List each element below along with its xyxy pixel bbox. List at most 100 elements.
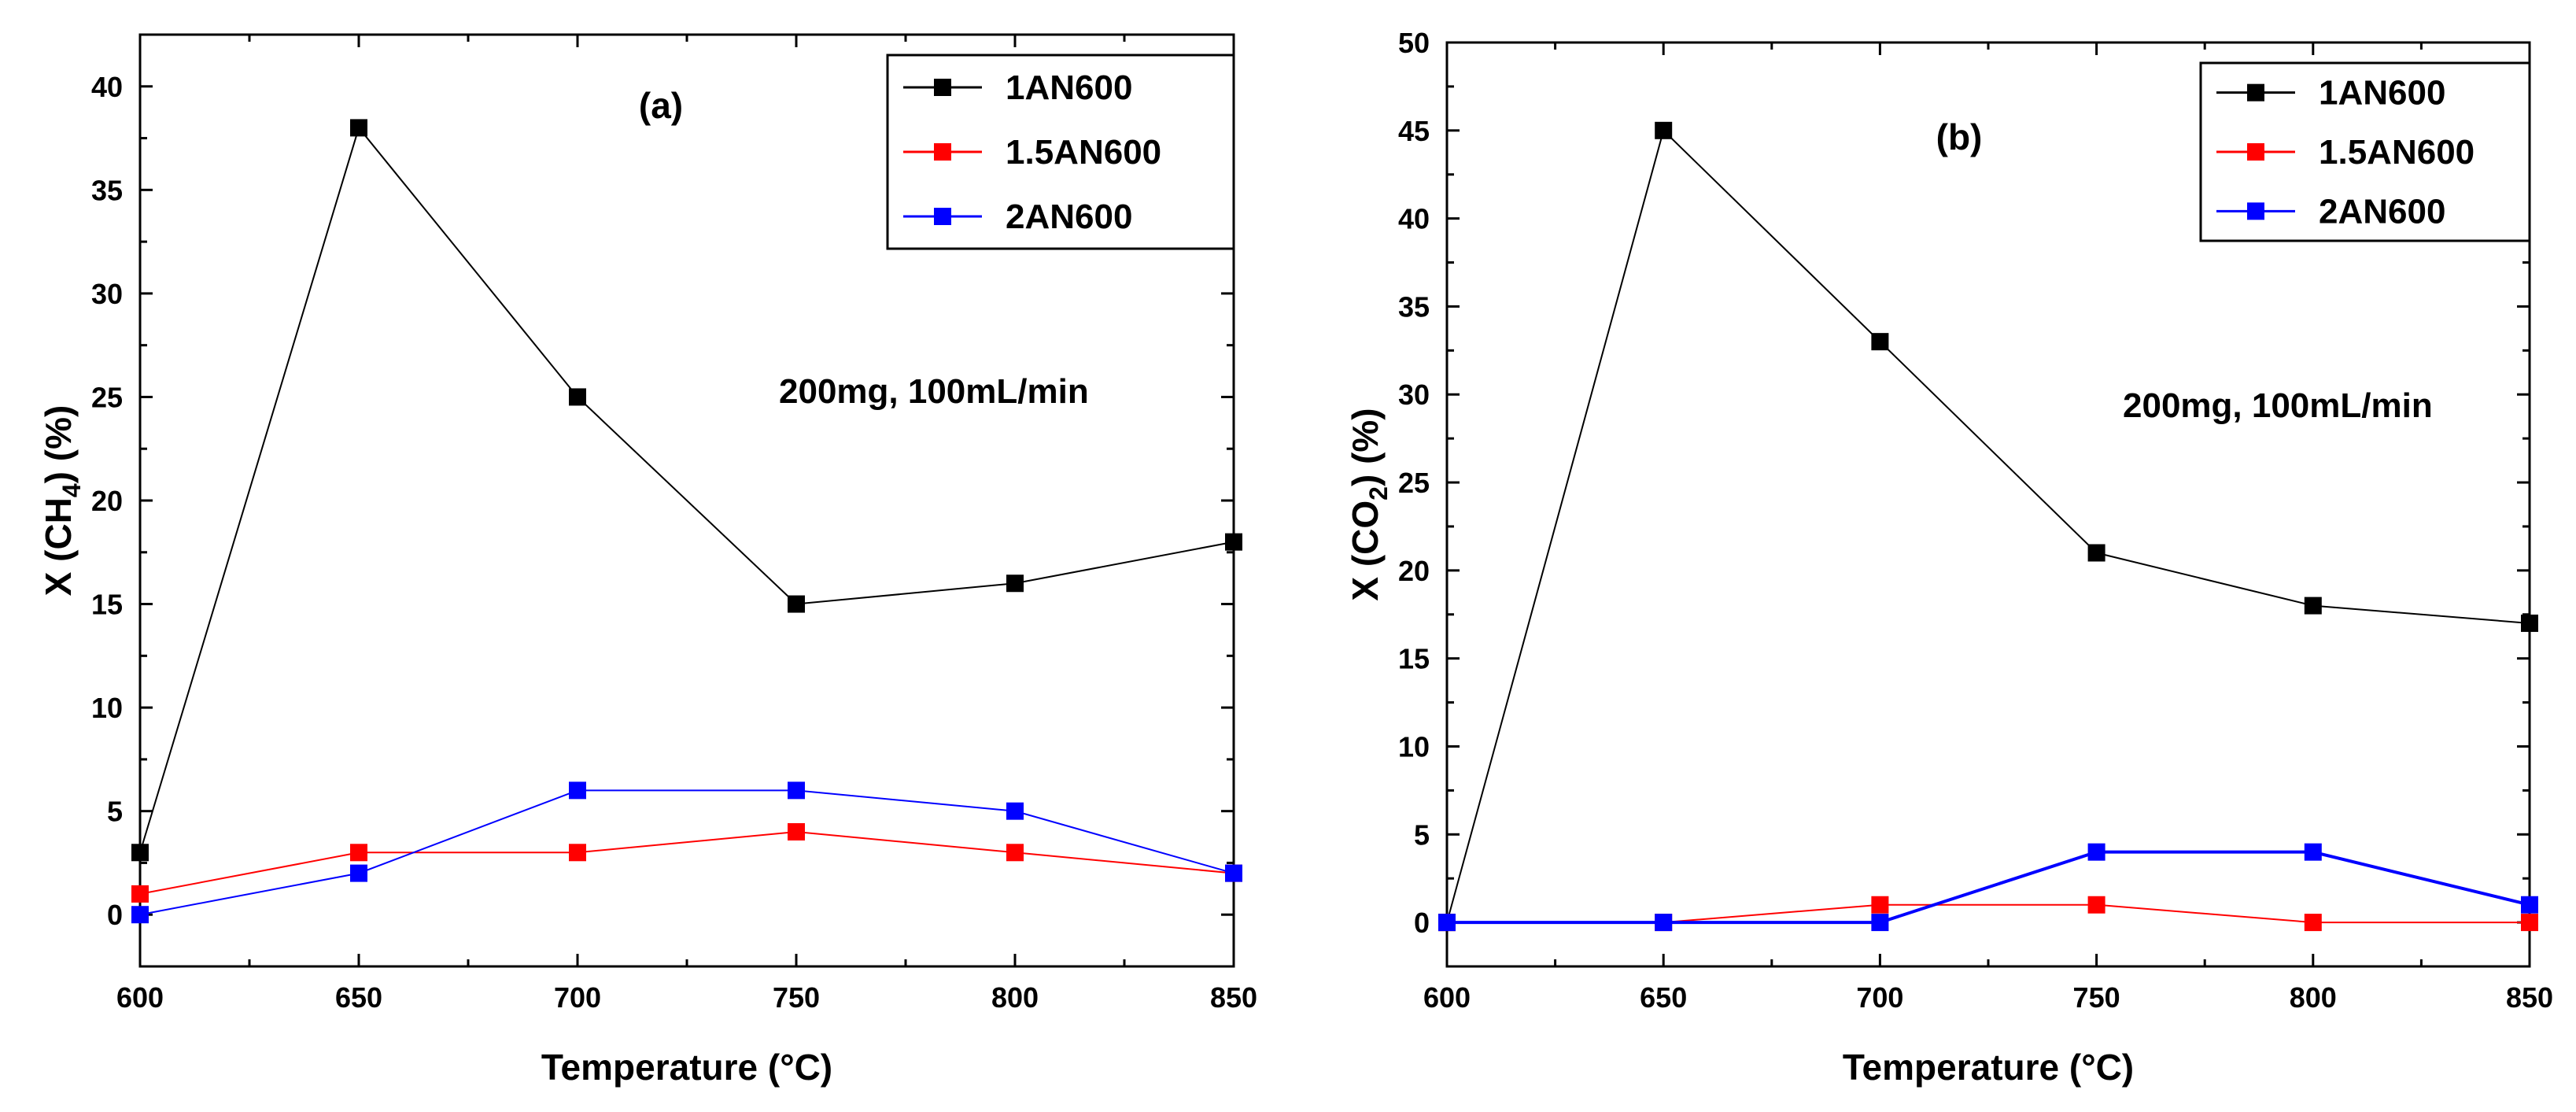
- x-tick-label: 850: [2506, 981, 2553, 1014]
- legend-marker: [2247, 143, 2264, 161]
- x-tick-label: 750: [773, 981, 820, 1014]
- series-line-2AN600: [139, 789, 1234, 916]
- series-line-1AN600: [1446, 128, 2530, 923]
- data-point-1.5AN600: [569, 844, 586, 862]
- annotation: 200mg, 100mL/min: [2123, 386, 2433, 425]
- y-tick-label: 25: [91, 381, 123, 413]
- data-point-1AN600: [1871, 333, 1889, 351]
- data-point-2AN600: [2304, 843, 2322, 861]
- y-tick-label: 15: [91, 589, 123, 621]
- y-axis-title-subscript: 4: [57, 483, 86, 497]
- legend-label: 2AN600: [2319, 192, 2445, 231]
- data-point-2AN600: [2087, 843, 2105, 861]
- y-tick-label: 5: [1414, 818, 1430, 851]
- data-point-1.5AN600: [350, 844, 367, 862]
- legend: 1AN600 1.5AN600 2AN600: [2199, 61, 2531, 242]
- legend-marker: [934, 208, 951, 225]
- data-point-2AN600: [1438, 914, 1456, 932]
- y-tick-label: 30: [91, 278, 123, 310]
- legend-label: 1.5AN600: [2319, 133, 2475, 172]
- y-tick-label: 40: [91, 71, 123, 103]
- y-tick-label: 10: [91, 692, 123, 724]
- y-axis-title-prefix: X (CH: [38, 497, 79, 596]
- y-tick-label: 15: [1398, 643, 1430, 675]
- x-tick-label: 750: [2073, 981, 2120, 1014]
- chart-panel-1: 600 650 700 750 800 850 0 5 10 15 20 25 30 35 40 Temper…: [38, 33, 1257, 1088]
- panel-label: (a): [639, 85, 683, 126]
- y-axis-title-subscript: 2: [1364, 486, 1393, 501]
- y-tick-label: 50: [1398, 27, 1430, 59]
- x-tick-label: 650: [335, 981, 382, 1014]
- data-point-2AN600: [2521, 896, 2538, 914]
- y-tick-label: 0: [1414, 907, 1430, 939]
- data-point-2AN600: [1006, 802, 1024, 820]
- legend-marker: [2247, 202, 2264, 220]
- data-point-1AN600: [1655, 121, 1673, 139]
- x-tick-label: 700: [1856, 981, 1903, 1014]
- data-point-2AN600: [569, 781, 586, 800]
- data-point-1AN600: [2304, 597, 2322, 615]
- data-point-1.5AN600: [788, 822, 805, 840]
- y-axis-title-suffix: ) (%): [38, 405, 79, 484]
- y-axis-title: X (CO2) (%): [1345, 408, 1393, 600]
- legend: 1AN600 1.5AN600 2AN600: [886, 54, 1235, 250]
- data-point-2AN600: [1225, 864, 1242, 882]
- data-point-1AN600: [1006, 574, 1024, 593]
- legend-marker: [934, 143, 951, 161]
- x-axis-title: Temperature (°C): [1843, 1047, 2134, 1088]
- x-tick-label: 600: [116, 981, 164, 1014]
- data-point-1AN600: [2521, 614, 2538, 632]
- y-tick-label: 10: [1398, 730, 1430, 763]
- x-tick-label: 650: [1640, 981, 1687, 1014]
- data-point-1AN600: [788, 595, 805, 613]
- y-axis-title-suffix: ) (%): [1345, 408, 1386, 486]
- legend-marker: [934, 79, 951, 96]
- x-tick-label: 600: [1423, 981, 1471, 1014]
- data-point-1.5AN600: [2521, 914, 2538, 932]
- data-point-1AN600: [569, 388, 586, 406]
- x-axis-title: Temperature (°C): [541, 1047, 832, 1088]
- data-point-2AN600: [131, 906, 149, 924]
- data-point-1AN600: [1225, 533, 1242, 551]
- legend-label: 1.5AN600: [1006, 133, 1161, 172]
- y-tick-label: 40: [1398, 203, 1430, 235]
- data-point-1AN600: [2087, 544, 2105, 562]
- data-point-1.5AN600: [2087, 896, 2105, 914]
- y-axis-title-prefix: X (CO: [1345, 501, 1386, 601]
- y-tick-label: 45: [1398, 115, 1430, 147]
- series-line-1.5AN600: [1447, 903, 2530, 924]
- y-tick-label: 35: [1398, 290, 1430, 323]
- y-tick-label: 35: [91, 174, 123, 206]
- x-tick-label: 800: [991, 981, 1039, 1014]
- legend-label: 1AN600: [1006, 68, 1132, 107]
- series-line-1.5AN600: [139, 830, 1234, 895]
- x-tick-label: 850: [1210, 981, 1257, 1014]
- annotation: 200mg, 100mL/min: [779, 372, 1089, 411]
- chart-panel-2: 600 650 700 750 800 850 0 5 10 15 20 25 30 35 40 45 50 Te…: [1345, 27, 2553, 1088]
- x-tick-label: 700: [554, 981, 601, 1014]
- data-point-1AN600: [131, 844, 149, 862]
- data-point-1.5AN600: [131, 885, 149, 903]
- panel-label: (b): [1936, 116, 1983, 157]
- y-tick-label: 0: [107, 899, 123, 931]
- data-point-1AN600: [350, 119, 367, 137]
- data-point-1.5AN600: [1871, 896, 1889, 914]
- y-tick-label: 5: [107, 796, 123, 828]
- y-tick-label: 20: [91, 485, 123, 517]
- y-tick-label: 20: [1398, 555, 1430, 587]
- data-point-2AN600: [350, 864, 367, 882]
- y-tick-label: 25: [1398, 467, 1430, 499]
- data-point-2AN600: [1871, 914, 1889, 932]
- legend-label: 1AN600: [2319, 74, 2445, 113]
- data-point-2AN600: [1655, 914, 1673, 932]
- legend-label: 2AN600: [1006, 198, 1132, 236]
- legend-marker: [2247, 83, 2264, 102]
- y-tick-label: 30: [1398, 379, 1430, 411]
- x-tick-label: 800: [2290, 981, 2337, 1014]
- series-line-1AN600: [139, 126, 1234, 853]
- data-point-1.5AN600: [2304, 914, 2322, 932]
- data-point-1.5AN600: [1006, 844, 1024, 862]
- data-point-2AN600: [788, 781, 805, 800]
- y-axis-title: X (CH4) (%): [38, 405, 86, 597]
